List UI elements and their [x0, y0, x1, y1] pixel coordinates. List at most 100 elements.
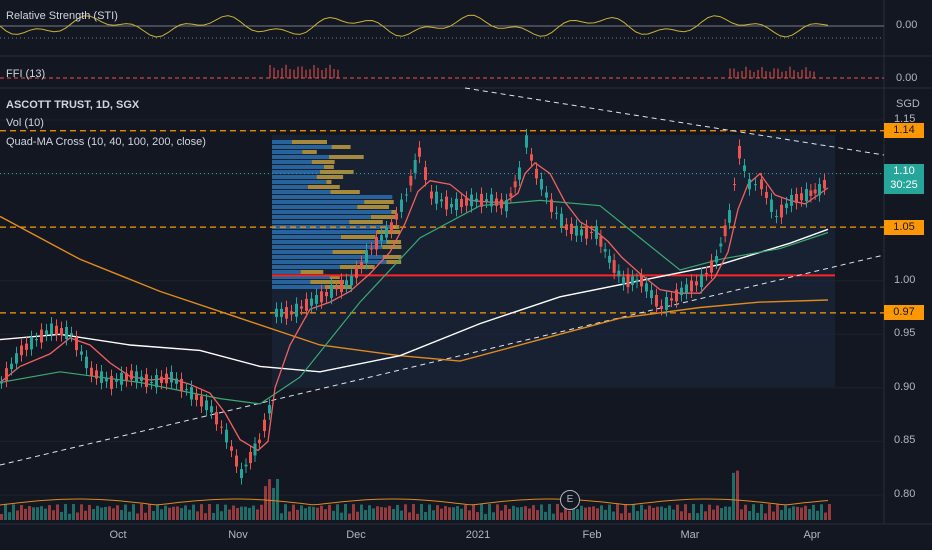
- volume-bar: [472, 504, 475, 520]
- volume-bar: [688, 513, 691, 520]
- volume-bar: [152, 510, 155, 520]
- volume-bar: [376, 506, 379, 520]
- volume-profile-bar-up: [302, 150, 317, 154]
- candle-body: [595, 226, 598, 239]
- volume-bar: [96, 505, 99, 520]
- volume-bar: [672, 509, 675, 520]
- volume-bar: [132, 504, 135, 520]
- volume-bar: [160, 509, 163, 520]
- candle-body: [550, 199, 553, 213]
- volume-profile-bar-up: [323, 165, 334, 169]
- candle-body: [700, 274, 703, 288]
- volume-bar: [740, 509, 743, 520]
- volume-bar: [284, 504, 287, 520]
- volume-bar: [680, 511, 683, 520]
- candle-body: [719, 243, 723, 247]
- currency-label: SGD: [896, 98, 920, 110]
- earnings-badge[interactable]: E: [560, 490, 580, 510]
- volume-bar: [128, 511, 131, 520]
- volume-bar: [784, 505, 787, 520]
- candle-body: [635, 279, 639, 282]
- volume-profile-bar: [272, 185, 308, 189]
- volume-profile-bar-up: [371, 215, 398, 219]
- volume-bar: [692, 504, 695, 520]
- volume-bar: [368, 505, 371, 520]
- candle-body: [617, 270, 621, 277]
- volume-bar: [192, 504, 195, 520]
- time-label-apr: Apr: [803, 529, 821, 541]
- candle-body: [813, 189, 817, 194]
- candle-body: [0, 382, 3, 384]
- ffi-pane-label: FFI (13): [6, 68, 46, 80]
- candle-body: [631, 276, 634, 285]
- candle-body: [244, 464, 248, 467]
- candle-body: [770, 199, 773, 212]
- candle-body: [518, 167, 521, 180]
- volume-bar: [744, 504, 747, 520]
- volume-bar: [492, 512, 495, 520]
- candle-body: [170, 371, 173, 383]
- volume-bar: [48, 505, 51, 520]
- volume-bar: [488, 504, 491, 520]
- candle-body: [690, 280, 693, 292]
- candle-body: [785, 203, 788, 208]
- volume-profile-bar-up: [332, 250, 368, 254]
- volume-bar: [624, 504, 627, 520]
- candle-body: [205, 400, 208, 411]
- volume-bar: [384, 507, 387, 520]
- candle-body: [105, 378, 108, 382]
- candle-body: [190, 386, 193, 400]
- volume-bar: [164, 505, 167, 520]
- volume-bar: [444, 506, 447, 520]
- volume-profile-bar-up: [386, 260, 402, 264]
- volume-bar: [348, 513, 351, 520]
- candle-body: [90, 367, 93, 376]
- volume-bar: [548, 504, 551, 520]
- volume-bar: [196, 511, 199, 520]
- volume-bar: [640, 504, 643, 520]
- candle-body: [60, 328, 63, 336]
- volume-profile-bar-up: [391, 210, 397, 214]
- price-axis-label: 1.00: [894, 273, 916, 286]
- volume-bar: [668, 505, 671, 520]
- volume-bar: [36, 507, 39, 520]
- volume-bar: [500, 510, 503, 520]
- candle-body: [660, 305, 663, 310]
- volume-bar: [776, 504, 779, 520]
- volume-profile-bar-up: [377, 230, 401, 234]
- volume-bar: [356, 511, 359, 520]
- candle-body: [155, 375, 158, 388]
- current-price-value: 1.10: [893, 165, 915, 177]
- candle-body: [575, 225, 578, 236]
- volume-bar: [480, 504, 483, 520]
- candle-body: [738, 145, 741, 159]
- volume-profile-bar: [272, 245, 383, 249]
- volume-bar: [268, 479, 271, 520]
- candle-body: [355, 267, 358, 278]
- volume-bar: [280, 513, 283, 520]
- candle-body: [85, 356, 88, 369]
- candle-body: [680, 287, 683, 296]
- candle-body: [305, 298, 308, 311]
- candle-body: [728, 210, 731, 223]
- time-label-feb: Feb: [582, 529, 602, 541]
- candle-body: [210, 406, 213, 413]
- volume-bar: [536, 510, 539, 520]
- volume-bar: [172, 506, 175, 520]
- volume-profile-bar-up: [310, 280, 345, 284]
- volume-bar: [208, 504, 211, 520]
- candle-body: [395, 213, 398, 220]
- candle-body: [465, 197, 468, 206]
- symbol-title: ASCOTT TRUST, 1D, SGX: [6, 99, 140, 111]
- candle-body: [240, 469, 243, 479]
- level-tag-105: 1.05: [884, 220, 924, 235]
- candle-body: [805, 188, 808, 202]
- ma-cross-label: Quad-MA Cross (10, 40, 100, 200, close): [6, 136, 206, 148]
- candle-body: [300, 306, 303, 309]
- candle-body: [645, 283, 648, 292]
- volume-profile-bar: [272, 240, 387, 244]
- volume-profile-bar: [272, 280, 311, 284]
- volume-bar: [32, 507, 35, 520]
- volume-profile-bar: [272, 235, 341, 239]
